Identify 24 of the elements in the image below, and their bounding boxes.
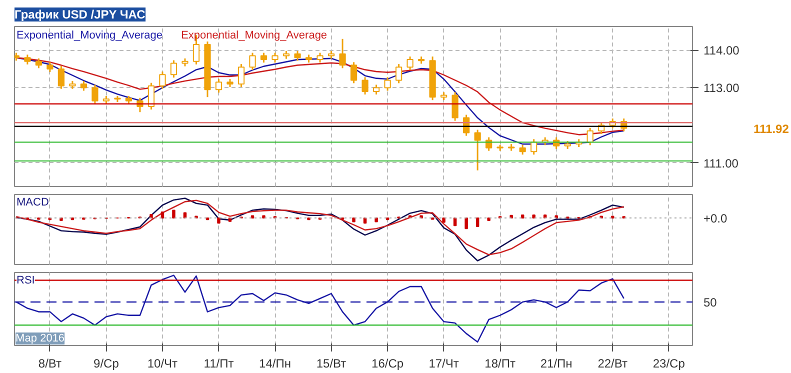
series-label: Exponential_Moving_Average xyxy=(181,30,328,42)
x-tick-label: 22/Вт xyxy=(598,356,628,370)
x-tick-label: 23/Ср xyxy=(652,356,686,370)
x-tick-label: 14/Пн xyxy=(259,356,291,370)
y-tick-label: 114.00 xyxy=(704,44,740,58)
x-tick-label: 10/Чт xyxy=(147,356,178,370)
chart-title: MACD xyxy=(16,196,49,208)
x-tick-label: 8/Вт xyxy=(38,356,62,370)
chart-title: RSI xyxy=(16,274,35,286)
x-tick-label: 9/Ср xyxy=(94,356,120,370)
annotation: Мар 2016 xyxy=(16,332,65,344)
text: 50 xyxy=(704,295,718,310)
x-tick-label: 15/Вт xyxy=(316,356,347,370)
series-label: Exponential_Moving_Average xyxy=(16,30,162,42)
x-tick-label: 18/Пт xyxy=(484,356,516,370)
ref-line-label: +0.0 xyxy=(704,211,728,226)
x-tick-label: 11/Пт xyxy=(204,356,234,370)
chart-title: График USD /JPY ЧАС xyxy=(14,8,146,22)
x-tick-label: 16/Ср xyxy=(372,356,404,370)
y-tick-label: 111.00 xyxy=(704,156,739,170)
text: 111.92 xyxy=(754,122,790,136)
y-tick-label: 113.00 xyxy=(704,81,740,96)
x-tick-label: 17/Чт xyxy=(428,356,460,370)
x-tick-label: 21/Пн xyxy=(540,356,572,370)
